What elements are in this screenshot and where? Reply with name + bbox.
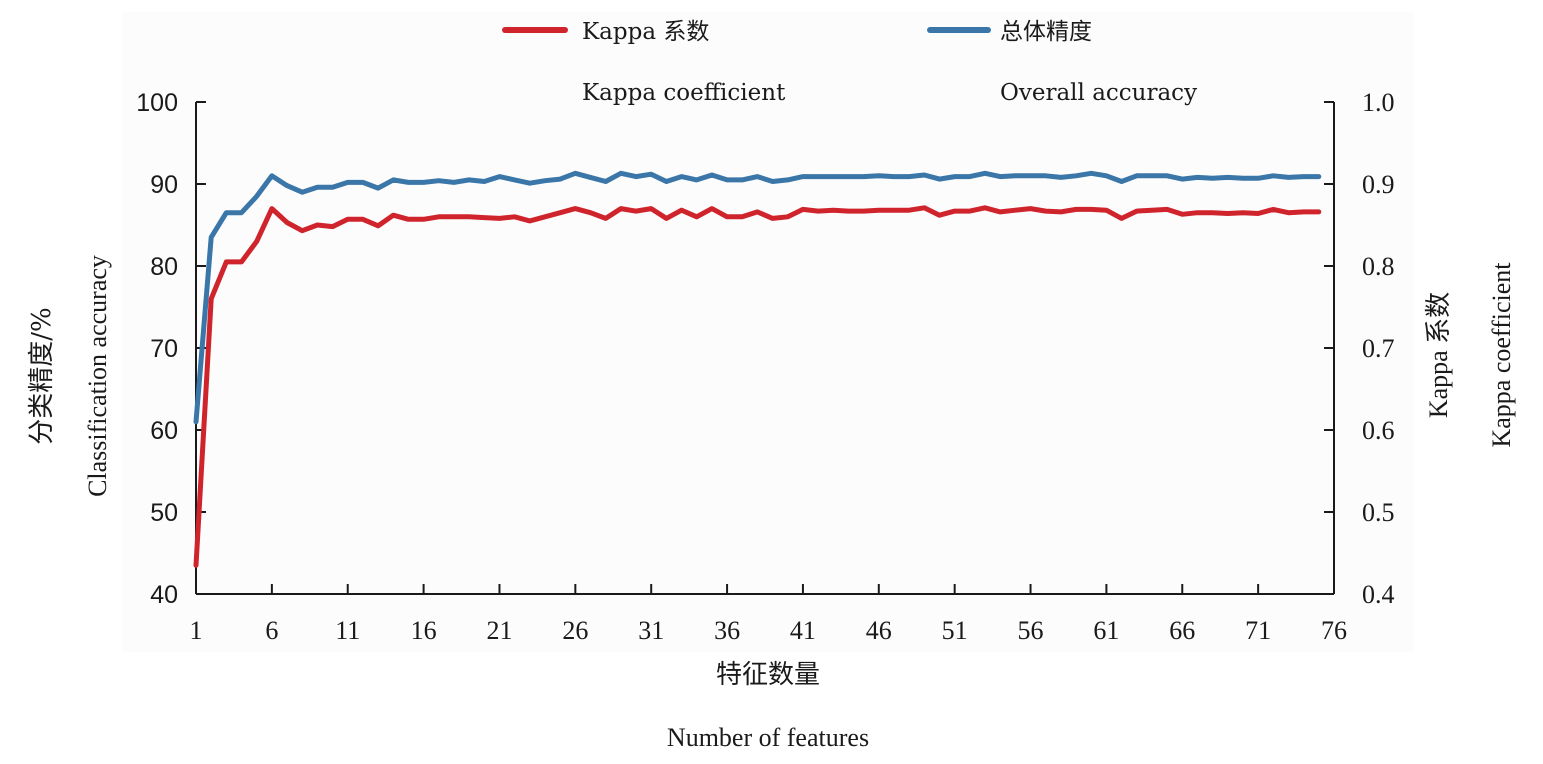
right-y-tick-label: 0.7 (1362, 334, 1395, 363)
right-axis-title-cn: Kappa 系数 (1424, 292, 1453, 418)
x-tick-label: 16 (411, 616, 437, 645)
legend-label-oa-cn: 总体精度 (1000, 19, 1092, 45)
left-y-tick-label: 60 (150, 417, 178, 445)
x-tick-label: 31 (638, 616, 664, 645)
series-line-overall-accuracy (193, 170, 1322, 425)
legend-label-oa-en: Overall accuracy (1000, 80, 1197, 106)
left-y-tick-label: 100 (136, 89, 178, 117)
legend-label-kappa-en: Kappa coefficient (582, 80, 786, 106)
right-y-tick-label: 0.9 (1362, 170, 1395, 199)
left-axis-title-cn: 分类精度/% (27, 307, 57, 444)
right-y-tick-label: 0.6 (1362, 416, 1395, 445)
x-tick-label: 56 (1018, 616, 1044, 645)
left-axis-title-en: Classification accuracy (83, 255, 112, 497)
legend-label-kappa-cn: Kappa 系数 (582, 19, 709, 45)
right-y-tick-label: 0.5 (1362, 498, 1395, 527)
left-y-tick-label: 90 (150, 171, 178, 199)
x-tick-label: 71 (1245, 616, 1271, 645)
x-tick-label: 61 (1093, 616, 1119, 645)
left-y-tick-label: 40 (150, 581, 178, 609)
plot-panel (122, 12, 1414, 652)
x-tick-label: 6 (265, 616, 278, 645)
right-y-tick-label: 0.4 (1362, 580, 1395, 609)
left-y-tick-label: 80 (150, 253, 178, 281)
series-line-kappa (193, 205, 1322, 568)
x-axis-title-en: Number of features (667, 723, 869, 752)
x-axis-title-cn: 特征数量 (716, 660, 820, 690)
right-axis-title-en: Kappa coefficient (1487, 262, 1516, 448)
right-y-tick-label: 0.8 (1362, 252, 1395, 281)
x-tick-label: 76 (1321, 616, 1347, 645)
right-y-tick-label: 1.0 (1362, 88, 1395, 117)
x-tick-label: 41 (790, 616, 816, 645)
x-tick-label: 66 (1169, 616, 1195, 645)
legend: Kappa 系数 Kappa coefficient 总体精度 Overall … (502, 19, 1197, 106)
x-tick-label: 21 (486, 616, 512, 645)
series-group (193, 170, 1322, 568)
x-tick-label: 46 (866, 616, 892, 645)
x-tick-label: 1 (190, 616, 203, 645)
left-y-tick-label: 50 (150, 499, 178, 527)
x-tick-label: 26 (562, 616, 588, 645)
left-y-tick-label: 70 (150, 335, 178, 363)
x-tick-label: 36 (714, 616, 740, 645)
x-tick-label: 51 (942, 616, 968, 645)
x-tick-label: 11 (335, 616, 360, 645)
